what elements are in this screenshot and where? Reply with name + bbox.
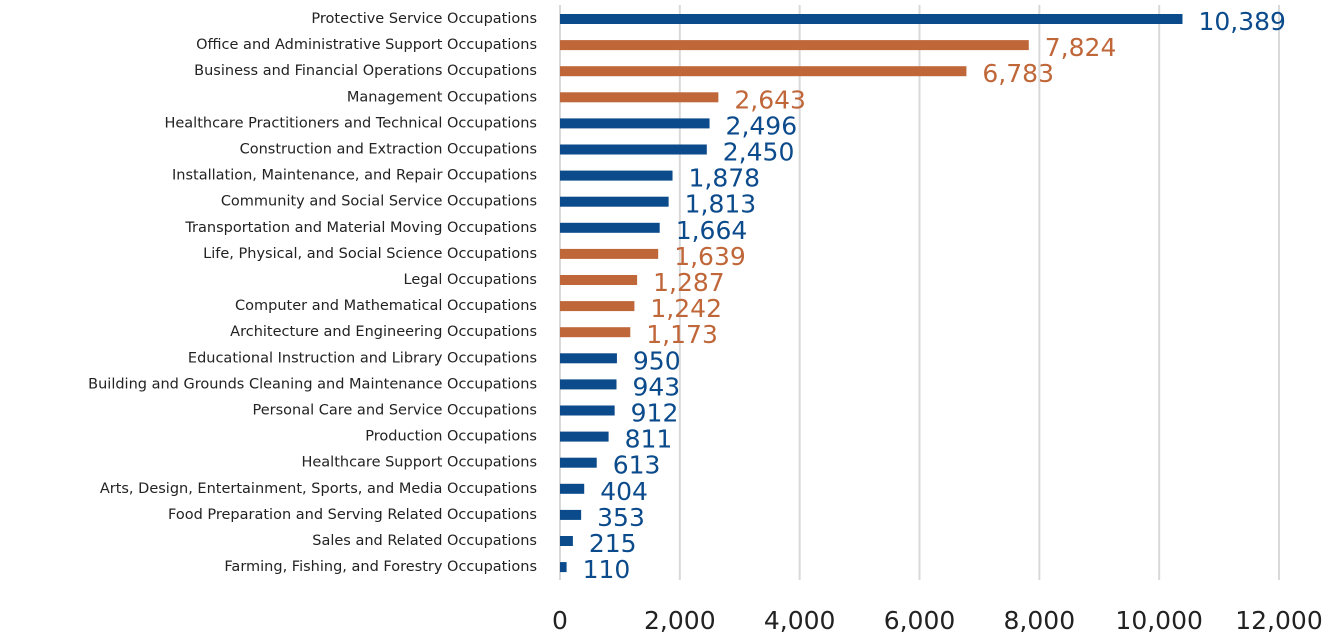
x-tick-label: 2,000 [644,606,716,635]
bar [560,196,669,207]
bar [560,405,615,416]
category-label: Arts, Design, Entertainment, Sports, and… [100,481,537,497]
bar [560,509,582,520]
data-label: 1,173 [646,320,718,349]
bar [560,144,707,155]
data-label: 1,639 [674,242,746,271]
bar [560,431,609,442]
bar [560,483,585,494]
bar [560,275,638,285]
x-tick-label: 12,000 [1235,606,1322,635]
bar [560,118,710,129]
data-label: 1,878 [689,164,761,193]
category-label: Office and Administrative Support Occupa… [196,37,537,53]
data-label: 7,824 [1045,33,1117,62]
data-label: 1,664 [676,216,748,245]
category-label: Building and Grounds Cleaning and Mainte… [88,376,537,392]
data-label: 1,813 [685,190,757,219]
data-label: 950 [633,346,681,375]
category-label: Life, Physical, and Social Science Occup… [203,246,537,262]
category-label: Architecture and Engineering Occupations [230,324,537,340]
data-label: 811 [625,425,673,454]
data-label: 2,450 [723,138,795,167]
data-label: 1,287 [653,268,725,297]
category-label: Transportation and Material Moving Occup… [184,220,537,236]
category-label: Educational Instruction and Library Occu… [188,350,537,366]
data-label: 10,389 [1198,7,1285,36]
bar [560,562,567,573]
x-tick-label: 6,000 [884,606,956,635]
bar [560,353,617,364]
category-label: Computer and Mathematical Occupations [235,298,537,314]
data-label: 215 [589,529,637,558]
category-label: Healthcare Practitioners and Technical O… [164,115,537,131]
data-label: 912 [631,399,679,428]
bar [560,457,597,468]
bar [560,14,1183,24]
bar [560,66,967,77]
category-label: Sales and Related Occupations [312,533,537,549]
data-label: 613 [613,451,661,480]
x-tick-label: 4,000 [764,606,836,635]
bar [560,327,631,338]
bar [560,92,719,103]
bar [560,40,1029,51]
data-label: 110 [583,555,631,584]
category-label: Healthcare Support Occupations [301,455,537,471]
category-label: Business and Financial Operations Occupa… [194,63,537,79]
data-label: 404 [600,477,648,506]
category-label: Community and Social Service Occupations [221,194,537,210]
data-label: 1,242 [650,294,722,323]
data-label: 6,783 [982,59,1054,88]
bar [560,170,673,181]
bar [560,222,660,233]
x-tick-label: 8,000 [1004,606,1076,635]
data-label: 2,496 [726,111,798,140]
category-label: Construction and Extraction Occupations [240,142,537,158]
category-label: Personal Care and Service Occupations [253,403,538,419]
x-tick-label: 0 [552,606,568,635]
category-label: Legal Occupations [404,272,537,288]
category-label: Management Occupations [347,89,537,105]
category-label: Production Occupations [365,429,537,445]
bar [560,379,617,390]
category-label: Food Preparation and Serving Related Occ… [168,507,537,523]
category-label: Farming, Fishing, and Forestry Occupatio… [224,559,537,575]
data-label: 353 [597,503,645,532]
category-label: Installation, Maintenance, and Repair Oc… [172,168,537,184]
category-label: Protective Service Occupations [311,11,537,27]
bar [560,536,573,546]
data-label: 2,643 [734,85,806,114]
bar [560,301,635,312]
x-tick-label: 10,000 [1115,606,1202,635]
data-label: 943 [633,372,681,401]
bar [560,248,659,259]
